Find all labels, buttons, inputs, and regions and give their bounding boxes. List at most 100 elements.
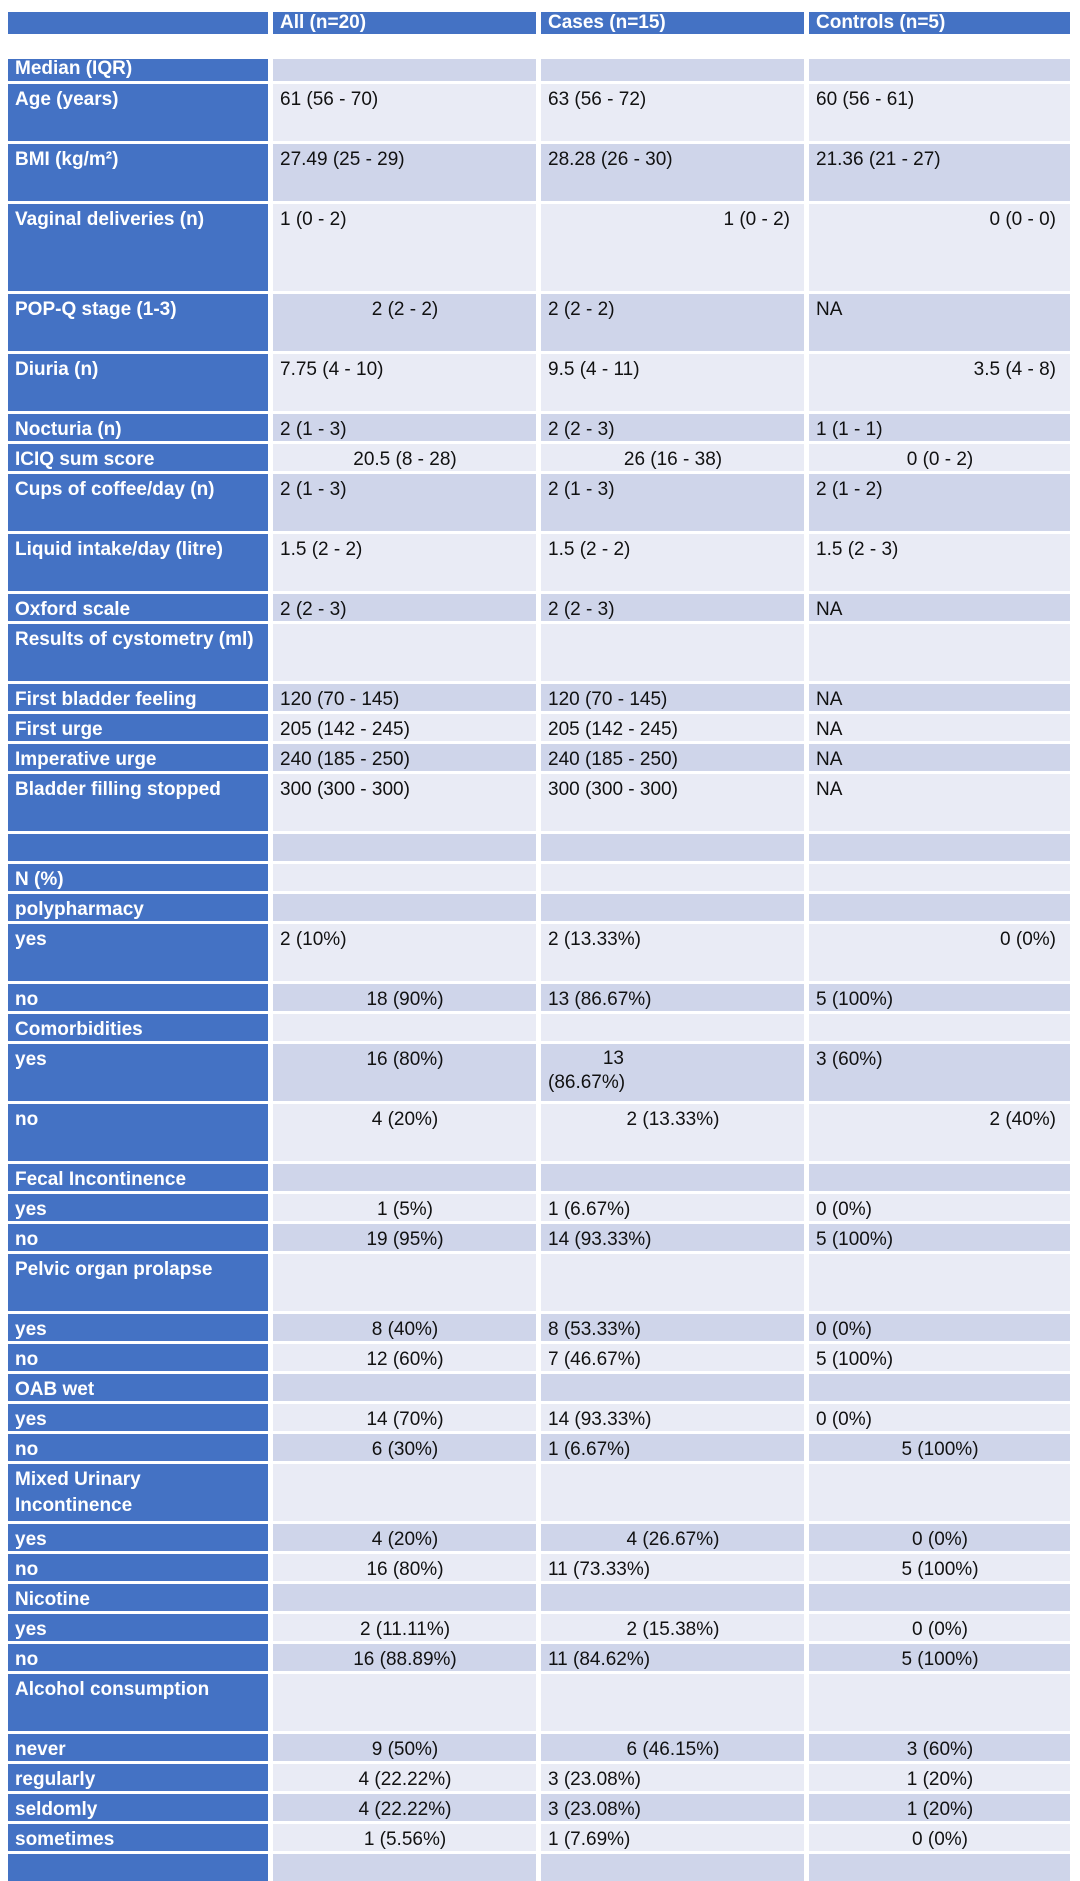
- table-row: yes 4 (20%) 4 (26.67%) 0 (0%): [8, 1524, 1070, 1551]
- cell-controls: 21.36 (21 - 27): [809, 144, 1070, 201]
- table-row: ICIQ sum score 20.5 (8 - 28) 26 (16 - 38) 0…: [8, 444, 1070, 471]
- table-row: yes 2 (11.11%) 2 (15.38%) 0 (0%): [8, 1614, 1070, 1641]
- cell-controls: 0 (0%): [809, 1194, 1070, 1221]
- cell-all: 4 (20%): [273, 1104, 536, 1161]
- cell-all: 2 (11.11%): [273, 1614, 536, 1641]
- table-row: seldomly 4 (22.22%) 3 (23.08%) 1 (20%): [8, 1794, 1070, 1821]
- cell-all: [273, 834, 536, 861]
- row-label: POP-Q stage (1-3): [8, 294, 268, 351]
- cell-cases: [541, 1674, 804, 1731]
- row-label: [8, 1854, 268, 1881]
- cell-all: 2 (1 - 3): [273, 414, 536, 441]
- cell-all: [273, 894, 536, 921]
- table-row: Results of cystometry (ml): [8, 624, 1070, 681]
- cell-cases: 205 (142 - 245): [541, 714, 804, 741]
- cell-all: 2 (10%): [273, 924, 536, 981]
- table-row: regularly 4 (22.22%) 3 (23.08%) 1 (20%): [8, 1764, 1070, 1791]
- table-row: no 18 (90%) 13 (86.67%) 5 (100%): [8, 984, 1070, 1011]
- cell-controls: [809, 1464, 1070, 1521]
- table-row: [8, 834, 1070, 861]
- cell-controls: [809, 624, 1070, 681]
- table-row: Diuria (n) 7.75 (4 - 10) 9.5 (4 - 11) 3.5 (…: [8, 354, 1070, 411]
- table-row: Vaginal deliveries (n) 1 (0 - 2) 1 (0 - 2)…: [8, 204, 1070, 291]
- table-row: no 4 (20%) 2 (13.33%) 2 (40%): [8, 1104, 1070, 1161]
- cell-all: 1.5 (2 - 2): [273, 534, 536, 591]
- table-row: First bladder feeling 120 (70 - 145) 120 (…: [8, 684, 1070, 711]
- cell-cases: 11 (73.33%): [541, 1554, 804, 1581]
- table-row: Cups of coffee/day (n) 2 (1 - 3) 2 (1 - 3)…: [8, 474, 1070, 531]
- cell-cases: 2 (2 - 3): [541, 414, 804, 441]
- cell-cases: 1 (6.67%): [541, 1194, 804, 1221]
- cell-cases: 14 (93.33%): [541, 1404, 804, 1431]
- cell-cases: 120 (70 - 145): [541, 684, 804, 711]
- row-label: Comorbidities: [8, 1014, 268, 1041]
- cell-cases: 2 (13.33%): [541, 924, 804, 981]
- header-cell-cases: Cases (n=15): [541, 12, 804, 34]
- cell-controls: 0 (0%): [809, 1614, 1070, 1641]
- table-row: [8, 1854, 1070, 1881]
- cell-controls: 1 (1 - 1): [809, 414, 1070, 441]
- table-row: polypharmacy: [8, 894, 1070, 921]
- row-label: Bladder filling stopped: [8, 774, 268, 831]
- cell-controls: 1 (20%): [809, 1764, 1070, 1791]
- row-label: ICIQ sum score: [8, 444, 268, 471]
- cell-controls: 0 (0 - 2): [809, 444, 1070, 471]
- cell-controls: [809, 864, 1070, 891]
- row-label: yes: [8, 1194, 268, 1221]
- cell-cases: 2 (2 - 2): [541, 294, 804, 351]
- table-row: never 9 (50%) 6 (46.15%) 3 (60%): [8, 1734, 1070, 1761]
- row-label: Pelvic organ prolapse: [8, 1254, 268, 1311]
- table-row: yes 14 (70%) 14 (93.33%) 0 (0%): [8, 1404, 1070, 1431]
- cell-cases: [541, 1254, 804, 1311]
- cell-all: 16 (88.89%): [273, 1644, 536, 1671]
- cell-all: [273, 1014, 536, 1041]
- row-label: Nocturia (n): [8, 414, 268, 441]
- row-label: Vaginal deliveries (n): [8, 204, 268, 291]
- row-label: seldomly: [8, 1794, 268, 1821]
- cell-controls: [809, 1374, 1070, 1401]
- cell-all: 4 (22.22%): [273, 1794, 536, 1821]
- cell-controls: 5 (100%): [809, 1554, 1070, 1581]
- cell-cases: 1.5 (2 - 2): [541, 534, 804, 591]
- table-row: no 6 (30%) 1 (6.67%) 5 (100%): [8, 1434, 1070, 1461]
- table-row: Mixed Urinary Incontinence: [8, 1464, 1070, 1521]
- cell-controls: [809, 1674, 1070, 1731]
- cell-all: 7.75 (4 - 10): [273, 354, 536, 411]
- cell-all: 1 (5%): [273, 1194, 536, 1221]
- row-label: OAB wet: [8, 1374, 268, 1401]
- cell-cases: [541, 1584, 804, 1611]
- table-row: no 16 (88.89%) 11 (84.62%) 5 (100%): [8, 1644, 1070, 1671]
- cell-controls: [809, 1854, 1070, 1881]
- header-cell-label: [8, 12, 268, 34]
- cell-cases: 13 (86.67%): [541, 1044, 804, 1101]
- header-cell-controls: Controls (n=5): [809, 12, 1070, 34]
- cell-all: [273, 59, 536, 81]
- cell-all: [273, 1164, 536, 1191]
- cell-all: 6 (30%): [273, 1434, 536, 1461]
- cell-all: 61 (56 - 70): [273, 84, 536, 141]
- cell-cases: 240 (185 - 250): [541, 744, 804, 771]
- table-row: POP-Q stage (1-3) 2 (2 - 2) 2 (2 - 2) NA: [8, 294, 1070, 351]
- cell-controls: [809, 834, 1070, 861]
- cell-all: 4 (20%): [273, 1524, 536, 1551]
- cell-all: 240 (185 - 250): [273, 744, 536, 771]
- row-label: Median (IQR): [8, 59, 268, 81]
- table-row: Pelvic organ prolapse: [8, 1254, 1070, 1311]
- cell-controls: 3 (60%): [809, 1044, 1070, 1101]
- table-row: Bladder filling stopped 300 (300 - 300) 30…: [8, 774, 1070, 831]
- cell-all: 19 (95%): [273, 1224, 536, 1251]
- cell-all: [273, 864, 536, 891]
- table-row: sometimes 1 (5.56%) 1 (7.69%) 0 (0%): [8, 1824, 1070, 1851]
- cell-cases: [541, 1164, 804, 1191]
- cell-cases: 2 (1 - 3): [541, 474, 804, 531]
- cell-controls: 0 (0%): [809, 1524, 1070, 1551]
- cell-cases: 26 (16 - 38): [541, 444, 804, 471]
- cell-controls: [809, 1584, 1070, 1611]
- row-label: Diuria (n): [8, 354, 268, 411]
- table-row: Nicotine: [8, 1584, 1070, 1611]
- cell-cases: 7 (46.67%): [541, 1344, 804, 1371]
- cell-all: 8 (40%): [273, 1314, 536, 1341]
- cell-controls: 0 (0%): [809, 1404, 1070, 1431]
- row-label: yes: [8, 1044, 268, 1101]
- cell-controls: 1 (20%): [809, 1794, 1070, 1821]
